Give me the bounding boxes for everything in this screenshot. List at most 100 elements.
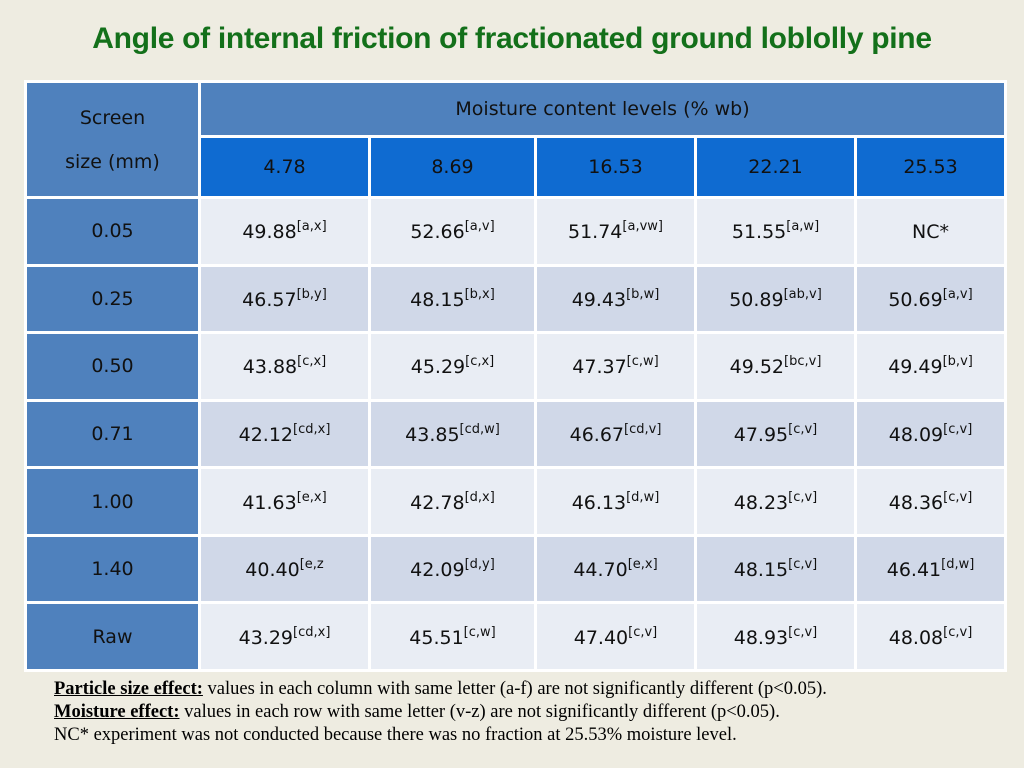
- screen-size-cell: 0.25: [24, 263, 201, 335]
- value-text: 50.89: [729, 288, 784, 311]
- significance-letters: [cd,v]: [624, 421, 662, 437]
- value-text: 50.69: [888, 288, 943, 311]
- value-cell: 48.15[c,v]: [694, 533, 857, 605]
- significance-letters: [e,z: [299, 557, 324, 573]
- value-text: 46.67: [569, 423, 625, 446]
- screen-size-cell: 1.40: [24, 533, 201, 605]
- value-cell: 50.89[ab,v]: [694, 263, 857, 335]
- value-cell: 46.67[cd,v]: [534, 398, 697, 470]
- screen-size-cell: 1.00: [24, 466, 201, 537]
- significance-letters: [c,v]: [788, 624, 818, 640]
- footnotes: Particle size effect: values in each col…: [54, 678, 1014, 747]
- significance-letters: [c,w]: [463, 624, 496, 640]
- moisture-note: Moisture effect: values in each row with…: [54, 701, 1014, 724]
- value-cell: 48.23[c,v]: [694, 466, 857, 537]
- value-text: 49.52: [729, 356, 785, 379]
- value-cell: 47.95[c,v]: [694, 398, 857, 470]
- screen-size-header: Screen size (mm): [24, 80, 201, 199]
- value-text: 48.09: [888, 423, 944, 446]
- value-text: 47.37: [572, 356, 627, 379]
- value-cell: 51.55[a,w]: [694, 196, 857, 267]
- significance-letters: [d,w]: [941, 557, 975, 573]
- value-cell: 48.15[b,x]: [368, 263, 537, 335]
- significance-letters: [c,v]: [788, 557, 818, 573]
- moisture-level-header: 8.69: [368, 135, 537, 199]
- significance-letters: [cd,x]: [293, 421, 331, 437]
- significance-letters: [d,x]: [464, 489, 495, 505]
- value-cell: 43.85[cd,w]: [368, 398, 537, 470]
- value-text: 42.12: [238, 423, 294, 446]
- value-cell: 41.63[e,x]: [198, 466, 371, 537]
- value-cell: 47.40[c,v]: [534, 601, 697, 672]
- screen-size-cell: 0.71: [24, 398, 201, 470]
- value-cell: 49.43[b,w]: [534, 263, 697, 335]
- moisture-level-header: 4.78: [198, 135, 371, 199]
- value-text: 47.40: [573, 626, 629, 649]
- value-cell: 52.66[a,v]: [368, 196, 537, 267]
- value-text: 49.88: [242, 221, 297, 244]
- moisture-group-header: Moisture content levels (% wb): [197, 80, 1008, 138]
- value-text: 48.15: [410, 288, 465, 311]
- value-text: NC*: [912, 221, 950, 244]
- significance-letters: [c,v]: [788, 489, 818, 505]
- value-text: 48.23: [733, 491, 789, 514]
- value-cell: 42.78[d,x]: [368, 466, 537, 537]
- friction-table: Screen size (mm) Moisture content levels…: [24, 80, 1008, 672]
- value-text: 42.09: [410, 559, 465, 582]
- significance-letters: [a,vw]: [622, 219, 663, 235]
- value-cell: 49.52[bc,v]: [694, 331, 857, 402]
- value-text: 44.70: [573, 559, 628, 582]
- significance-letters: [a,v]: [464, 219, 495, 235]
- significance-letters: [c,v]: [788, 421, 818, 437]
- significance-letters: [e,x]: [296, 489, 327, 505]
- value-cell: 49.49[b,v]: [853, 331, 1008, 402]
- value-text: 45.29: [410, 356, 466, 379]
- significance-letters: [bc,v]: [784, 354, 822, 370]
- value-text: 48.08: [888, 626, 944, 649]
- value-cell: 43.29[cd,x]: [198, 601, 371, 672]
- significance-letters: [a,v]: [942, 286, 973, 302]
- page-title: Angle of internal friction of fractionat…: [92, 22, 932, 55]
- value-text: 51.74: [568, 221, 623, 244]
- value-cell: 48.93[c,v]: [694, 601, 857, 672]
- moisture-level-header: 16.53: [534, 135, 697, 199]
- value-cell: 48.36[c,v]: [853, 466, 1008, 537]
- screen-size-header-line1: Screen: [79, 106, 146, 129]
- moisture-level-header: 22.21: [694, 135, 857, 199]
- value-cell: 51.74[a,vw]: [534, 196, 697, 267]
- value-cell: 42.12[cd,x]: [198, 398, 371, 470]
- table-row: 1.40 40.40[e,z 42.09[d,y] 44.70[e,x] 48.15[c…: [24, 533, 1008, 605]
- value-cell: 44.70[e,x]: [534, 533, 697, 605]
- significance-letters: [cd,x]: [293, 624, 331, 640]
- value-cell: 49.88[a,x]: [198, 196, 371, 267]
- screen-size-header-line2: size (mm): [65, 150, 160, 173]
- screen-size-cell: Raw: [24, 601, 201, 672]
- value-text: 46.13: [571, 491, 627, 514]
- particle-size-note: Particle size effect: values in each col…: [54, 678, 1014, 701]
- table-row: 0.50 43.88[c,x] 45.29[c,x] 47.37[c,w] 49.52[…: [24, 331, 1008, 402]
- significance-letters: [b,w]: [626, 286, 660, 302]
- significance-letters: [b,y]: [296, 286, 327, 302]
- value-cell: 45.51[c,w]: [368, 601, 537, 672]
- significance-letters: [d,y]: [464, 557, 495, 573]
- table-row: Raw 43.29[cd,x] 45.51[c,w] 47.40[c,v] 48.93[…: [24, 601, 1008, 672]
- value-cell: 46.57[b,y]: [198, 263, 371, 335]
- significance-letters: [b,v]: [942, 354, 973, 370]
- value-cell: 42.09[d,y]: [368, 533, 537, 605]
- value-text: 52.66: [410, 221, 465, 244]
- significance-letters: [c,v]: [943, 489, 973, 505]
- value-text: 45.51: [409, 626, 464, 649]
- significance-letters: [a,w]: [786, 219, 820, 235]
- value-cell: 48.08[c,v]: [853, 601, 1008, 672]
- value-text: 46.57: [242, 288, 297, 311]
- significance-letters: [c,v]: [943, 624, 973, 640]
- table-row: 0.05 49.88[a,x] 52.66[a,v] 51.74[a,vw] 51.55…: [24, 196, 1008, 267]
- value-cell: 43.88[c,x]: [198, 331, 371, 402]
- significance-letters: [cd,w]: [459, 421, 500, 437]
- value-text: 43.88: [242, 356, 298, 379]
- moisture-levels-row: 4.78 8.69 16.53 22.21 25.53: [26, 135, 1008, 199]
- significance-letters: [c,w]: [626, 354, 659, 370]
- value-text: 48.93: [733, 626, 789, 649]
- moisture-text: values in each row with same letter (v-z…: [179, 702, 780, 722]
- value-text: 51.55: [731, 221, 787, 244]
